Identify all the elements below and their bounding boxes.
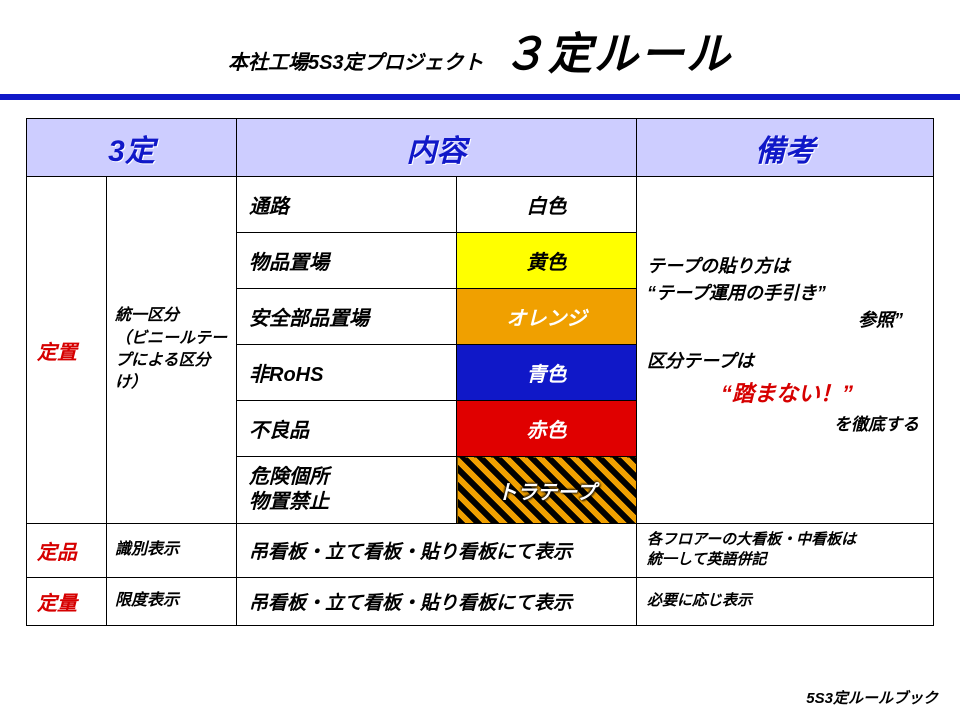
color-swatch-yellow: 黄色 bbox=[457, 233, 637, 289]
rules-table: 3定 内容 備考 定置 統一区分（ビニールテープによる区分け） 通路 白色 テー… bbox=[26, 118, 934, 626]
header-subtitle: 本社工場5S3定プロジェクト bbox=[228, 46, 484, 75]
content-label: 不良品 bbox=[237, 401, 457, 457]
category-teiryo: 定量 bbox=[27, 577, 107, 625]
remark-teihin: 各フロアーの大看板・中看板は統一して英語併記 bbox=[637, 524, 934, 578]
table-header-row: 3定 内容 備考 bbox=[27, 119, 934, 177]
col-header-naiyou: 内容 bbox=[237, 119, 637, 177]
category-teichi: 定置 bbox=[27, 177, 107, 524]
subcategory-teihin: 識別表示 bbox=[107, 524, 237, 578]
content-label: 物品置場 bbox=[237, 233, 457, 289]
remark-text: テープの貼り方は bbox=[647, 253, 927, 280]
content-label: 安全部品置場 bbox=[237, 289, 457, 345]
rules-table-wrap: 3定 内容 備考 定置 統一区分（ビニールテープによる区分け） 通路 白色 テー… bbox=[0, 100, 960, 626]
remark-text: 区分テープは bbox=[647, 348, 927, 375]
subcategory-teichi: 統一区分（ビニールテープによる区分け） bbox=[107, 177, 237, 524]
table-row: 定量 限度表示 吊看板・立て看板・貼り看板にて表示 必要に応じ表示 bbox=[27, 577, 934, 625]
remark-text: を徹底する bbox=[647, 412, 927, 438]
table-row: 定品 識別表示 吊看板・立て看板・貼り看板にて表示 各フロアーの大看板・中看板は… bbox=[27, 524, 934, 578]
color-swatch-tora: トラテープ bbox=[457, 457, 637, 524]
page-header: 本社工場5S3定プロジェクト ３定ルール bbox=[0, 0, 960, 90]
remark-text: “テープ運用の手引き” bbox=[647, 280, 927, 307]
content-teihin: 吊看板・立て看板・貼り看板にて表示 bbox=[237, 524, 637, 578]
footer-label: 5S3定ルールブック bbox=[806, 687, 938, 708]
header-title: ３定ルール bbox=[502, 18, 732, 82]
col-header-bikou: 備考 bbox=[637, 119, 934, 177]
content-label: 通路 bbox=[237, 177, 457, 233]
remark-emphasis: “踏まない！” bbox=[647, 375, 927, 412]
remark-text: 参照” bbox=[647, 307, 927, 334]
remark-teiryo: 必要に応じ表示 bbox=[637, 577, 934, 625]
content-teiryo: 吊看板・立て看板・貼り看板にて表示 bbox=[237, 577, 637, 625]
color-swatch-orange: オレンジ bbox=[457, 289, 637, 345]
content-label: 非RoHS bbox=[237, 345, 457, 401]
color-swatch-white: 白色 bbox=[457, 177, 637, 233]
category-teihin: 定品 bbox=[27, 524, 107, 578]
table-row: 定置 統一区分（ビニールテープによる区分け） 通路 白色 テープの貼り方は “テ… bbox=[27, 177, 934, 233]
remarks-teichi: テープの貼り方は “テープ運用の手引き” 参照” 区分テープは “踏まない！” … bbox=[637, 177, 934, 524]
subcategory-teiryo: 限度表示 bbox=[107, 577, 237, 625]
color-swatch-red: 赤色 bbox=[457, 401, 637, 457]
col-header-3tei: 3定 bbox=[27, 119, 237, 177]
color-swatch-blue: 青色 bbox=[457, 345, 637, 401]
content-label: 危険個所物置禁止 bbox=[237, 457, 457, 524]
